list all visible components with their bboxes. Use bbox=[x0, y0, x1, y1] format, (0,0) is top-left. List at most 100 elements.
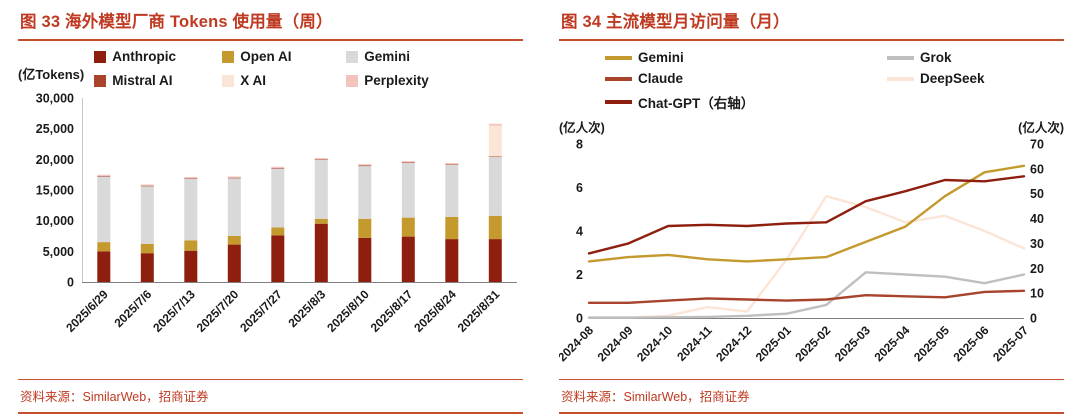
bar-segment-gemini bbox=[314, 159, 328, 219]
legend-swatch-icon bbox=[222, 74, 235, 87]
bar-segment-perplexity bbox=[227, 176, 241, 178]
bar-segment-mistral-ai bbox=[271, 167, 285, 169]
figure-34-title: 图 34 主流模型月访问量（月） bbox=[559, 6, 1064, 41]
x-tick-label: 2025/7/27 bbox=[237, 287, 285, 335]
legend-item-anthropic: Anthropic bbox=[94, 49, 222, 64]
bar-segment-mistral-ai bbox=[227, 177, 241, 179]
legend-label: DeepSeek bbox=[920, 71, 985, 86]
legend-item-x-ai: X AI bbox=[222, 73, 346, 88]
bar-segment-gemini bbox=[227, 178, 241, 236]
legend-area-tokens: (亿Tokens) Anthropic Open AI Gemini Mistral … bbox=[18, 49, 523, 88]
bar-segment-gemini bbox=[445, 164, 459, 217]
bar-segment-open-ai bbox=[184, 240, 198, 251]
line-series-deepseek bbox=[587, 195, 1026, 319]
x-tick-label: 2025-05 bbox=[911, 323, 952, 364]
x-tick-label: 2024-09 bbox=[595, 323, 636, 364]
x-tick-label: 2025/8/3 bbox=[285, 287, 328, 330]
x-tick-label: 2025/7/20 bbox=[194, 287, 242, 335]
x-tick-label: 2025-04 bbox=[871, 323, 912, 364]
bar-segment-anthropic bbox=[488, 239, 502, 282]
legend-item-perplexity: Perplexity bbox=[346, 73, 429, 88]
x-tick-label: 2025/8/10 bbox=[324, 287, 372, 335]
bar-segment-gemini bbox=[271, 168, 285, 228]
legend-label: Gemini bbox=[638, 50, 684, 65]
bar-segment-mistral-ai bbox=[140, 185, 154, 187]
left-y-tick-label: 4 bbox=[576, 225, 583, 239]
line-series-chat-gpt bbox=[587, 175, 1026, 255]
legend-label: Perplexity bbox=[364, 73, 429, 88]
bar-segment-x-ai bbox=[488, 125, 502, 157]
y-tick-label: 30,000 bbox=[36, 92, 74, 106]
bar-segment-gemini bbox=[358, 166, 372, 219]
bar-segment-anthropic bbox=[445, 239, 459, 282]
legend-label: Chat-GPT（右轴） bbox=[638, 96, 755, 111]
bar-segment-mistral-ai bbox=[401, 162, 415, 163]
line-series-gemini bbox=[587, 164, 1026, 263]
y-tick-label: 20,000 bbox=[36, 153, 74, 167]
axis-unit-row: (亿人次) (亿人次) bbox=[559, 114, 1064, 136]
bar-segment-open-ai bbox=[401, 217, 415, 237]
legend-item-deepseek: DeepSeek bbox=[887, 71, 1064, 86]
x-tick-label: 2025-01 bbox=[753, 323, 794, 364]
bar-segment-perplexity bbox=[488, 123, 502, 126]
bar-segment-open-ai bbox=[358, 218, 372, 238]
legend-label: X AI bbox=[240, 73, 266, 88]
legend-swatch-icon bbox=[605, 55, 632, 60]
y-tick-label: 25,000 bbox=[36, 122, 74, 136]
legend-swatch-icon bbox=[222, 50, 235, 63]
left-axis-unit-label: (亿人次) bbox=[559, 121, 605, 135]
source-text: 资料来源：SimilarWeb，招商证券 bbox=[561, 390, 750, 404]
bar-segment-gemini bbox=[401, 163, 415, 218]
left-y-tick-label: 6 bbox=[576, 181, 583, 195]
right-y-tick-label: 70 bbox=[1030, 138, 1044, 152]
y-axis-unit-label: (亿Tokens) bbox=[18, 67, 85, 82]
bar-segment-open-ai bbox=[445, 217, 459, 240]
bar-segment-perplexity bbox=[97, 174, 111, 176]
bar-segment-anthropic bbox=[140, 253, 154, 282]
x-tick-label: 2025-02 bbox=[792, 323, 833, 364]
legend-swatch-icon bbox=[94, 74, 107, 87]
bar-segment-gemini bbox=[140, 186, 154, 244]
left-y-tick-label: 0 bbox=[576, 312, 583, 326]
legend-label: Open AI bbox=[240, 49, 292, 64]
x-tick-label: 2025-06 bbox=[951, 323, 992, 364]
legend-swatch-icon bbox=[887, 76, 914, 81]
bar-segment-perplexity bbox=[358, 164, 372, 166]
bar-segment-gemini bbox=[97, 176, 111, 243]
legend-swatch-icon bbox=[605, 76, 632, 81]
legend-label: Mistral AI bbox=[112, 73, 173, 88]
bar-segment-anthropic bbox=[314, 223, 328, 282]
bar-segment-mistral-ai bbox=[488, 156, 502, 157]
bar-segment-anthropic bbox=[227, 244, 241, 282]
bar-segment-perplexity bbox=[271, 166, 285, 168]
right-axis-unit-label: (亿人次) bbox=[1018, 121, 1064, 135]
figure-33-title: 图 33 海外模型厂商 Tokens 使用量（周） bbox=[18, 6, 523, 41]
bar-segment-mistral-ai bbox=[314, 159, 328, 160]
legend-swatch-icon bbox=[346, 50, 359, 63]
bar-segment-anthropic bbox=[401, 236, 415, 282]
bar-segment-gemini bbox=[184, 179, 198, 241]
legend-swatch-icon bbox=[346, 74, 359, 87]
y-tick-label: 5,000 bbox=[43, 245, 74, 259]
right-y-tick-label: 40 bbox=[1030, 212, 1044, 226]
x-tick-label: 2025/8/24 bbox=[411, 287, 459, 335]
x-tick-label: 2024-12 bbox=[713, 323, 754, 364]
panel-tokens-usage: 图 33 海外模型厂商 Tokens 使用量（周） (亿Tokens) Anth… bbox=[18, 6, 523, 414]
legend-item-gemini: Gemini bbox=[346, 49, 429, 64]
left-y-tick-label: 2 bbox=[576, 268, 583, 282]
figure-33-title-text: 图 33 海外模型厂商 Tokens 使用量（周） bbox=[20, 13, 333, 31]
source-footer-visits: 资料来源：SimilarWeb，招商证券 bbox=[559, 379, 1064, 414]
source-text: 资料来源：SimilarWeb，招商证券 bbox=[20, 390, 209, 404]
legend-item-claude: Claude bbox=[605, 71, 887, 86]
tokens-stacked-bar-chart: 0 5,000 10,000 15,000 20,000 25,000 30,000 2025… bbox=[36, 92, 517, 335]
right-y-tick-label: 30 bbox=[1030, 237, 1044, 251]
y-tick-label: 0 bbox=[67, 276, 74, 290]
x-tick-label: 2025/8/31 bbox=[455, 287, 503, 335]
legend-label: Anthropic bbox=[112, 49, 176, 64]
bar-segment-anthropic bbox=[358, 237, 372, 282]
left-y-tick-label: 8 bbox=[576, 138, 583, 152]
legend-swatch-icon bbox=[887, 55, 914, 60]
legend-item-grok: Grok bbox=[887, 50, 1064, 65]
legend-swatch-icon bbox=[605, 100, 632, 104]
